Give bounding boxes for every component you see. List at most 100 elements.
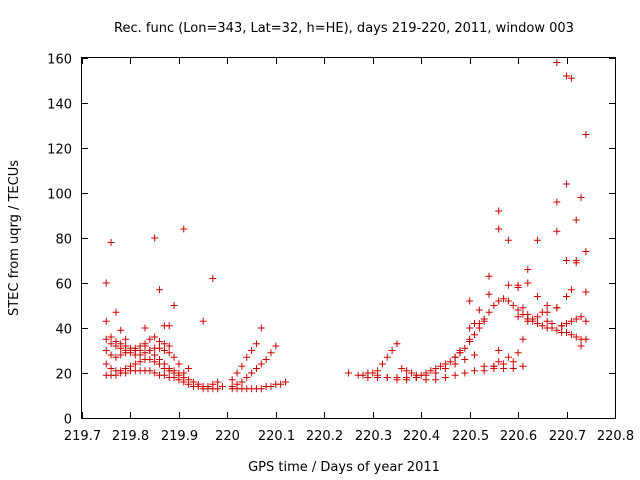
data-point <box>122 365 130 372</box>
data-point <box>446 358 454 366</box>
data-point <box>180 225 188 233</box>
data-point <box>151 333 159 341</box>
data-point <box>577 194 585 201</box>
data-point <box>151 369 159 377</box>
data-point <box>102 317 110 325</box>
data-point <box>243 353 251 361</box>
data-point <box>451 371 459 379</box>
x-tick-label: 220.8 <box>597 429 634 444</box>
data-point <box>151 358 159 366</box>
data-point <box>122 342 130 350</box>
data-point <box>563 329 571 336</box>
data-point <box>185 376 193 384</box>
y-tick-label: 120 <box>47 143 72 158</box>
data-point <box>107 239 115 246</box>
data-point <box>519 304 527 312</box>
data-point <box>233 380 241 388</box>
data-point <box>393 340 401 348</box>
data-point <box>136 347 144 354</box>
data-point <box>563 320 571 327</box>
data-point <box>495 347 503 354</box>
data-point <box>572 257 580 264</box>
data-point <box>553 227 561 235</box>
data-point <box>165 322 173 330</box>
y-tick-label: 140 <box>47 98 72 113</box>
data-point <box>170 302 178 309</box>
data-point <box>209 275 217 282</box>
y-tick-label: 80 <box>55 233 72 248</box>
data-point <box>267 383 275 390</box>
data-point <box>495 358 503 366</box>
data-point <box>102 347 110 354</box>
data-point <box>403 367 411 375</box>
data-point <box>427 367 435 375</box>
data-point <box>514 306 522 314</box>
data-point <box>262 356 270 363</box>
data-point <box>146 356 154 363</box>
y-tick-label: 100 <box>47 188 72 203</box>
data-point <box>170 353 178 361</box>
x-axis-label: GPS time / Days of year 2011 <box>248 460 440 475</box>
data-point <box>524 266 532 273</box>
data-point <box>500 360 508 368</box>
data-point <box>151 351 159 359</box>
data-point <box>519 362 527 370</box>
data-point <box>548 320 556 327</box>
data-point <box>141 340 149 348</box>
data-point <box>582 131 590 138</box>
x-tick-label: 220.7 <box>549 429 586 444</box>
data-point <box>107 340 115 348</box>
data-point <box>160 340 168 348</box>
data-point <box>136 358 144 366</box>
data-point <box>209 380 217 388</box>
data-point <box>141 349 149 357</box>
data-point <box>470 320 478 327</box>
data-point <box>466 297 474 305</box>
data-point <box>160 347 168 354</box>
data-point <box>490 302 498 309</box>
data-point <box>107 365 115 372</box>
data-point <box>582 248 590 255</box>
data-point <box>185 365 193 372</box>
data-point <box>504 297 512 305</box>
data-point <box>456 347 464 354</box>
data-point <box>131 360 139 368</box>
axis-ticks: 219.7 219.8 219.9 220 220.1 220.2 220.3 220.4 22… <box>47 53 634 445</box>
data-point <box>272 342 280 350</box>
data-point <box>543 317 551 325</box>
data-point <box>238 378 246 386</box>
data-point <box>509 358 517 366</box>
data-point <box>500 295 508 303</box>
data-point <box>393 376 401 384</box>
x-tick-label: 219.9 <box>161 429 198 444</box>
data-point <box>514 313 522 321</box>
data-point <box>107 333 115 341</box>
data-point <box>257 385 265 393</box>
data-point <box>189 378 197 386</box>
data-point <box>345 369 352 377</box>
y-axis-label: STEC from uqrg / TECUs <box>7 160 22 316</box>
data-point <box>577 342 585 350</box>
data-point <box>567 331 575 339</box>
data-point <box>412 374 420 381</box>
data-point <box>238 362 246 370</box>
chart-title: Rec. func (Lon=343, Lat=32, h=HE), days … <box>114 21 574 36</box>
data-point <box>180 369 188 377</box>
data-point <box>504 281 512 289</box>
x-tick-label: 220.3 <box>355 429 392 444</box>
data-point <box>524 317 532 325</box>
data-point <box>398 365 406 372</box>
y-tick-label: 0 <box>64 413 72 428</box>
data-point <box>538 322 546 330</box>
data-point <box>480 315 488 323</box>
data-point <box>509 302 517 309</box>
data-point <box>364 369 372 377</box>
data-point <box>495 297 503 305</box>
data-point <box>214 385 222 393</box>
data-point <box>495 225 503 233</box>
data-point <box>243 374 251 381</box>
data-point <box>102 360 110 368</box>
data-point <box>146 367 154 375</box>
data-point <box>126 362 134 370</box>
data-point <box>233 369 241 377</box>
